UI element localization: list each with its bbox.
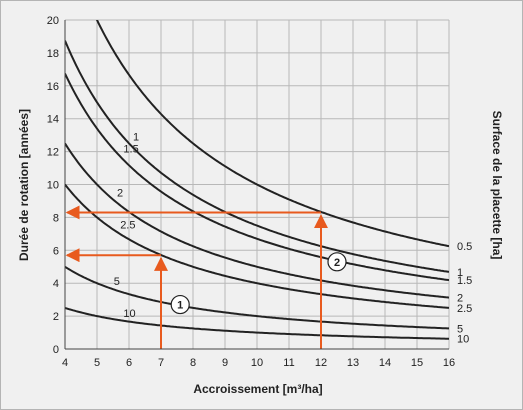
y-tick-label: 8	[53, 212, 59, 224]
y-axis-title: Durée de rotation [années]	[17, 109, 31, 261]
y-tick-label: 10	[47, 180, 59, 192]
x-tick-label: 12	[315, 357, 327, 369]
example-2-marker	[327, 252, 347, 272]
y-tick-label: 12	[47, 147, 59, 159]
example-1-marker	[170, 294, 190, 315]
right-label-2.5: 2.5	[457, 303, 472, 315]
inside-label-1.5: 1.5	[123, 144, 138, 156]
y-tick-label: 20	[47, 15, 59, 27]
right-label-10: 10	[457, 334, 469, 346]
x-axis-title-text: Accroissement [m³/ha]	[193, 382, 322, 396]
y-tick-label: 16	[47, 81, 59, 93]
curve-0.5	[95, 20, 449, 248]
y-tick-label: 0	[53, 344, 59, 356]
x-tick-label: 11	[283, 357, 294, 369]
right-label-2: 2	[457, 293, 463, 305]
right-label-1.5: 1.5	[457, 275, 472, 287]
y-tick-label: 6	[53, 245, 59, 257]
curve-1.5	[65, 73, 449, 282]
x-tick-label: 13	[347, 357, 359, 369]
y-tick-label: 2	[53, 311, 59, 323]
curve-5	[65, 265, 449, 330]
x-tick-label: 8	[190, 357, 196, 369]
inside-label-1: 1	[133, 131, 139, 143]
example-arrows	[65, 205, 328, 349]
x-tick-label: 5	[94, 357, 100, 369]
x-tick-label: 7	[158, 357, 164, 369]
y-tick-label: 18	[47, 48, 59, 60]
y2-axis-title: Surface de la placette [ha]	[490, 111, 504, 260]
x-ticks: 4 5 6 7 8 9 10 11 12 13 14 15 16	[62, 357, 455, 369]
x-tick-label: 10	[251, 357, 263, 369]
curve-2.5	[65, 183, 449, 309]
x-tick-label: 14	[379, 357, 391, 369]
curve-1	[65, 40, 449, 273]
example-1-marker-label: 1	[177, 300, 183, 312]
y-tick-label: 14	[47, 114, 59, 126]
x-tick-label: 15	[411, 357, 423, 369]
inside-label-10: 10	[123, 308, 135, 320]
x-tick-label: 9	[222, 357, 228, 369]
right-label-5: 5	[457, 323, 463, 335]
x-axis-title: Accroissement [m³/ha]	[193, 382, 322, 396]
x-tick-label: 4	[62, 357, 68, 369]
right-label-1: 1	[457, 267, 463, 279]
inside-label-2: 2	[117, 187, 123, 199]
right-label-0.5: 0.5	[457, 241, 472, 253]
x-tick-label: 6	[126, 357, 132, 369]
y-ticks: 0 2 4 6 8 10 12 14 16 18 20	[47, 15, 59, 356]
inside-label-5: 5	[114, 276, 120, 288]
x-tick-label: 16	[443, 357, 455, 369]
example-markers: 12	[170, 252, 347, 315]
curve-10	[65, 306, 449, 340]
y-tick-label: 4	[53, 278, 59, 290]
inside-label-2.5: 2.5	[120, 220, 135, 232]
example-2-marker-label: 2	[334, 257, 340, 269]
axes	[64, 20, 449, 350]
